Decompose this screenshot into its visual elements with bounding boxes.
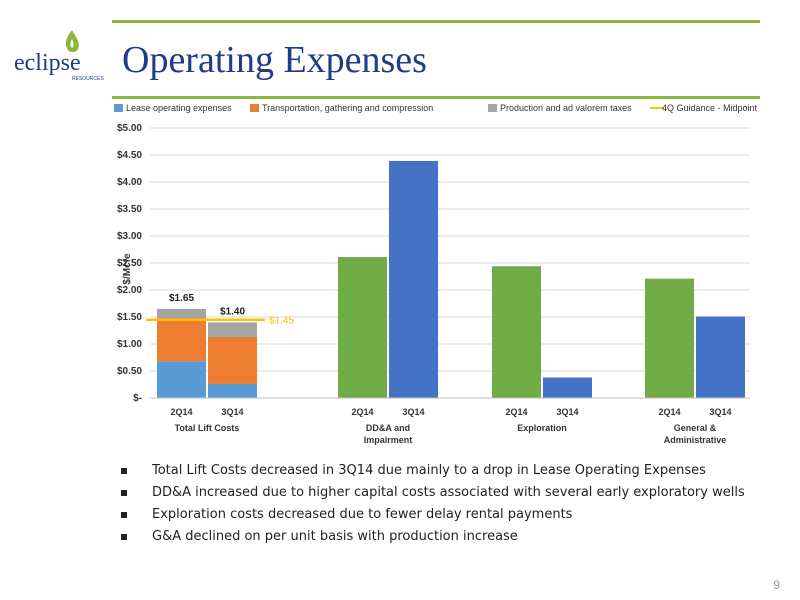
logo-subtext: RESOURCES (72, 76, 104, 82)
bar-segment (157, 308, 206, 319)
guidance-label: $1.45 (269, 316, 294, 327)
bullet-item: Exploration costs decreased due to fewer… (118, 506, 745, 524)
bullet-square-icon (121, 534, 127, 540)
bar-total-label: $1.40 (220, 306, 245, 317)
x-tick-label: 2Q14 (505, 407, 527, 417)
bar-segment (157, 361, 206, 398)
group-label: Exploration (517, 423, 567, 433)
x-tick-label: 2Q14 (658, 407, 680, 417)
bar (492, 266, 541, 398)
y-tick-label: $3.00 (117, 231, 142, 242)
bullet-text: Total Lift Costs decreased in 3Q14 due m… (152, 463, 706, 478)
page-title: Operating Expenses (122, 39, 427, 81)
x-tick-label: 3Q14 (709, 407, 731, 417)
header-top-rule (112, 20, 760, 23)
x-tick-label: 2Q14 (170, 407, 192, 417)
bullet-item: G&A declined on per unit basis with prod… (118, 528, 745, 546)
y-axis-title: $/Mcfe (122, 253, 133, 285)
y-tick-label: $4.50 (117, 150, 142, 161)
y-tick-label: $1.00 (117, 339, 142, 350)
bullet-square-icon (121, 512, 127, 518)
bullet-text: Exploration costs decreased due to fewer… (152, 507, 573, 522)
y-tick-label: $4.00 (117, 177, 142, 188)
bar-segment (157, 318, 206, 362)
bar (543, 377, 592, 398)
y-tick-label: $3.50 (117, 204, 142, 215)
bar (389, 160, 438, 398)
bar (645, 278, 694, 398)
y-tick-label: $- (133, 393, 142, 404)
logo-wordmark: eclipse (14, 50, 81, 76)
bar (696, 316, 745, 398)
bar-segment (208, 336, 257, 384)
bar-segment (208, 322, 257, 337)
group-label: Impairment (364, 435, 413, 445)
group-label: Total Lift Costs (175, 423, 240, 433)
legend-label: Transportation, gathering and compressio… (262, 103, 433, 113)
bullet-text: G&A declined on per unit basis with prod… (152, 529, 518, 544)
bullet-item: Total Lift Costs decreased in 3Q14 due m… (118, 462, 745, 480)
legend-swatch (114, 104, 123, 112)
operating-expenses-chart: Lease operating expenses Transportation, … (114, 103, 758, 445)
y-tick-label: $5.00 (117, 123, 142, 134)
bullet-list: Total Lift Costs decreased in 3Q14 due m… (118, 462, 745, 550)
y-tick-label: $2.50 (117, 258, 142, 269)
x-tick-label: 3Q14 (556, 407, 578, 417)
x-tick-label: 3Q14 (402, 407, 424, 417)
y-tick-label: $2.00 (117, 285, 142, 296)
group-label: Administrative (664, 435, 727, 445)
bar (338, 257, 387, 398)
y-tick-label: $0.50 (117, 366, 142, 377)
bar-total-label: $1.65 (169, 293, 194, 304)
group-label: DD&A and (366, 423, 410, 433)
header-bottom-rule (112, 96, 760, 99)
page-number: 9 (773, 578, 780, 592)
bullet-item: DD&A increased due to higher capital cos… (118, 484, 745, 502)
x-tick-label: 2Q14 (351, 407, 373, 417)
bar-segment (208, 383, 257, 398)
group-label: General & (674, 423, 717, 433)
legend-swatch (488, 104, 497, 112)
y-tick-label: $1.50 (117, 312, 142, 323)
legend-label: Production and ad valorem taxes (500, 103, 632, 113)
legend-swatch (250, 104, 259, 112)
bullet-square-icon (121, 490, 127, 496)
legend-label: 4Q Guidance - Midpoint (662, 103, 758, 113)
bullet-square-icon (121, 468, 127, 474)
legend-label: Lease operating expenses (126, 103, 232, 113)
x-tick-label: 3Q14 (221, 407, 243, 417)
eclipse-logo: eclipse RESOURCES (14, 30, 104, 82)
bullet-text: DD&A increased due to higher capital cos… (152, 485, 745, 500)
